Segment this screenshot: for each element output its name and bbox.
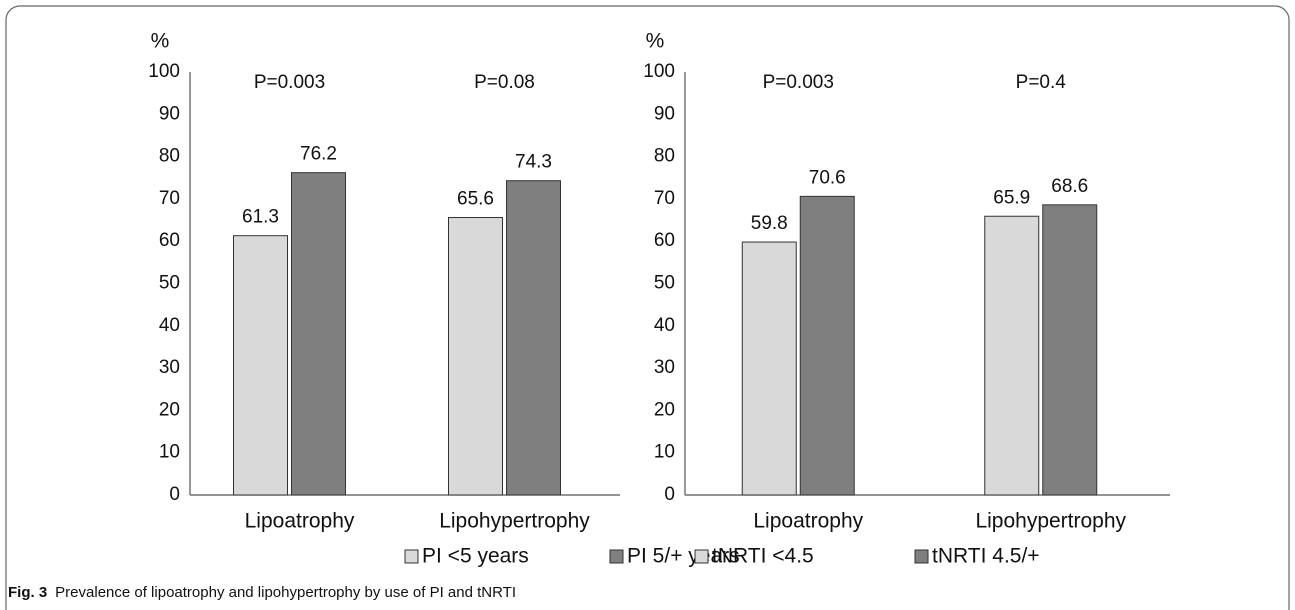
y-tick-label: 90 xyxy=(654,103,675,124)
y-tick-label: 100 xyxy=(148,61,180,82)
y-tick-label: 80 xyxy=(159,146,180,167)
bar xyxy=(799,195,855,496)
value-label: 59.8 xyxy=(751,213,788,234)
bar xyxy=(984,215,1040,496)
value-label: 74.3 xyxy=(515,152,552,173)
legend-swatch xyxy=(694,549,709,564)
y-tick-label: 20 xyxy=(159,399,180,420)
bar xyxy=(233,235,288,496)
legend-label: tNRTI 4.5/+ xyxy=(932,545,1040,568)
legend-swatch xyxy=(404,549,419,564)
y-tick-label: 40 xyxy=(654,315,675,336)
y-tick-label: 30 xyxy=(159,357,180,378)
x-tick-label: Lipoatrophy xyxy=(245,510,355,533)
y-axis-label: % xyxy=(646,30,665,53)
bar xyxy=(1042,204,1098,496)
figure-frame xyxy=(5,5,1290,610)
caption-text: Prevalence of lipoatrophy and lipohypert… xyxy=(55,584,516,601)
y-tick-label: 70 xyxy=(654,188,675,209)
p-value: P=0.4 xyxy=(1016,72,1067,93)
y-axis-label: % xyxy=(151,30,170,53)
y-tick-label: 60 xyxy=(654,230,675,251)
y-tick-label: 20 xyxy=(654,399,675,420)
caption-label: Fig. 3 xyxy=(8,584,47,601)
y-tick-label: 30 xyxy=(654,357,675,378)
legend-label: PI 5/+ years xyxy=(627,545,740,568)
value-label: 76.2 xyxy=(300,144,337,165)
legend-swatch xyxy=(914,549,929,564)
value-label: 65.9 xyxy=(993,187,1030,208)
value-label: 70.6 xyxy=(809,167,846,188)
bar xyxy=(741,241,797,496)
y-tick-label: 100 xyxy=(643,61,675,82)
y-tick-label: 60 xyxy=(159,230,180,251)
bar xyxy=(448,217,503,496)
p-value: P=0.003 xyxy=(254,72,325,93)
bar xyxy=(291,172,346,496)
y-tick-label: 80 xyxy=(654,146,675,167)
legend-label: PI <5 years xyxy=(422,545,529,568)
caption: Fig. 3 Prevalence of lipoatrophy and lipo… xyxy=(8,584,516,601)
y-tick-label: 0 xyxy=(169,484,180,505)
x-tick-label: Lipoatrophy xyxy=(753,510,863,533)
y-tick-label: 40 xyxy=(159,315,180,336)
value-label: 61.3 xyxy=(242,207,279,228)
p-value: P=0.08 xyxy=(474,72,535,93)
x-tick-label: Lipohypertrophy xyxy=(975,510,1126,533)
value-label: 68.6 xyxy=(1051,176,1088,197)
value-label: 65.6 xyxy=(457,189,494,210)
p-value: P=0.003 xyxy=(763,72,834,93)
y-tick-label: 10 xyxy=(654,442,675,463)
legend-swatch xyxy=(609,549,624,564)
y-tick-label: 50 xyxy=(159,273,180,294)
bar xyxy=(506,180,561,496)
y-tick-label: 10 xyxy=(159,442,180,463)
y-tick-label: 70 xyxy=(159,188,180,209)
y-tick-label: 0 xyxy=(664,484,675,505)
y-tick-label: 90 xyxy=(159,103,180,124)
legend-label: tNRTI <4.5 xyxy=(712,545,814,568)
x-tick-label: Lipohypertrophy xyxy=(439,510,590,533)
y-tick-label: 50 xyxy=(654,273,675,294)
